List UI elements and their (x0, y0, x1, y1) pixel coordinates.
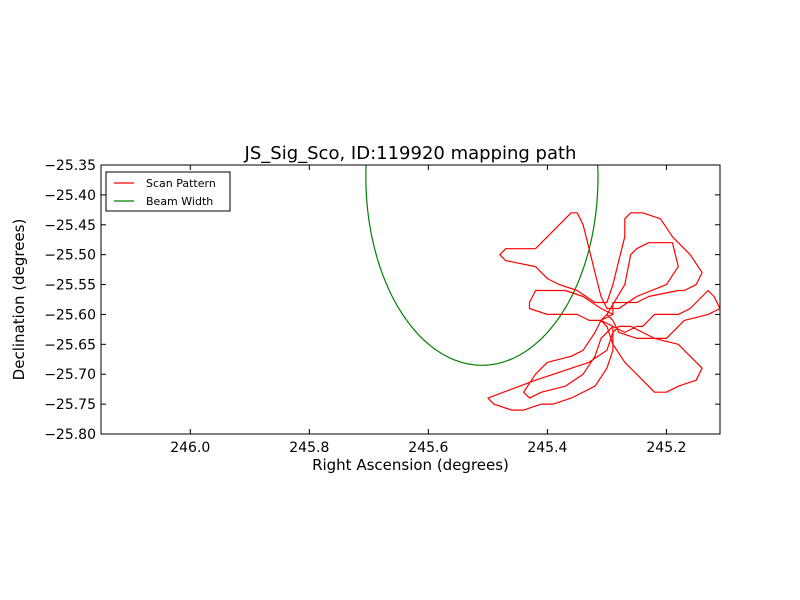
axis-ticks: 246.0 245.8 245.6 245.4 245.2 −25.35 −25.40 −25… (44, 158, 720, 456)
legend-scan-label: Scan Pattern (146, 177, 216, 190)
plot-frame (100, 164, 721, 435)
y-tick-label: −25.65 (44, 337, 96, 353)
y-tick-label: −25.55 (44, 278, 96, 294)
y-tick-label: −25.70 (44, 367, 96, 383)
x-tick-label: 245.6 (408, 440, 448, 456)
legend-beam-label: Beam Width (146, 195, 213, 208)
y-tick-label: −25.60 (44, 307, 96, 323)
x-tick-label: 245.8 (289, 440, 329, 456)
beam-width-line (365, 165, 599, 366)
chart-title: JS_Sig_Sco, ID:119920 mapping path (244, 143, 577, 164)
legend: Scan Pattern Beam Width (105, 171, 231, 212)
x-tick-label: 245.4 (527, 440, 567, 456)
scan-pattern-line (487, 212, 720, 411)
y-tick-label: −25.50 (44, 248, 96, 264)
x-tick-label: 245.2 (646, 440, 686, 456)
y-tick-label: −25.75 (44, 397, 96, 413)
y-axis-label: Declination (degrees) (10, 219, 28, 381)
y-tick-label: −25.40 (44, 188, 96, 204)
y-tick-label: −25.45 (44, 218, 96, 234)
legend-box (105, 171, 231, 212)
y-tick-label: −25.35 (44, 158, 96, 174)
x-tick-label: 246.0 (170, 440, 210, 456)
x-axis-label: Right Ascension (degrees) (312, 456, 509, 474)
y-tick-label: −25.80 (44, 427, 96, 443)
